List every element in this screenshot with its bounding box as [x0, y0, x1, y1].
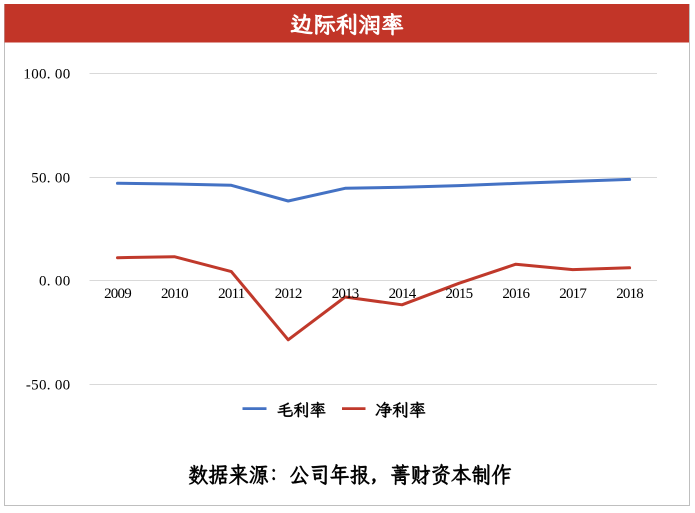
svg-text:2009: 2009	[104, 286, 131, 302]
svg-text:2013: 2013	[332, 286, 359, 302]
svg-text:2015: 2015	[445, 286, 472, 302]
svg-text:2016: 2016	[502, 286, 530, 302]
svg-text:2017: 2017	[559, 286, 587, 302]
svg-text:2014: 2014	[389, 286, 417, 302]
svg-text:50. 00: 50. 00	[31, 170, 70, 186]
svg-text:2010: 2010	[161, 286, 188, 302]
svg-text:-50. 00: -50. 00	[26, 377, 71, 393]
svg-text:100. 00: 100. 00	[23, 66, 70, 82]
svg-text:2018: 2018	[616, 286, 643, 302]
svg-text:2011: 2011	[218, 286, 245, 302]
svg-text:2012: 2012	[275, 286, 302, 302]
svg-text:0. 00: 0. 00	[39, 273, 71, 289]
